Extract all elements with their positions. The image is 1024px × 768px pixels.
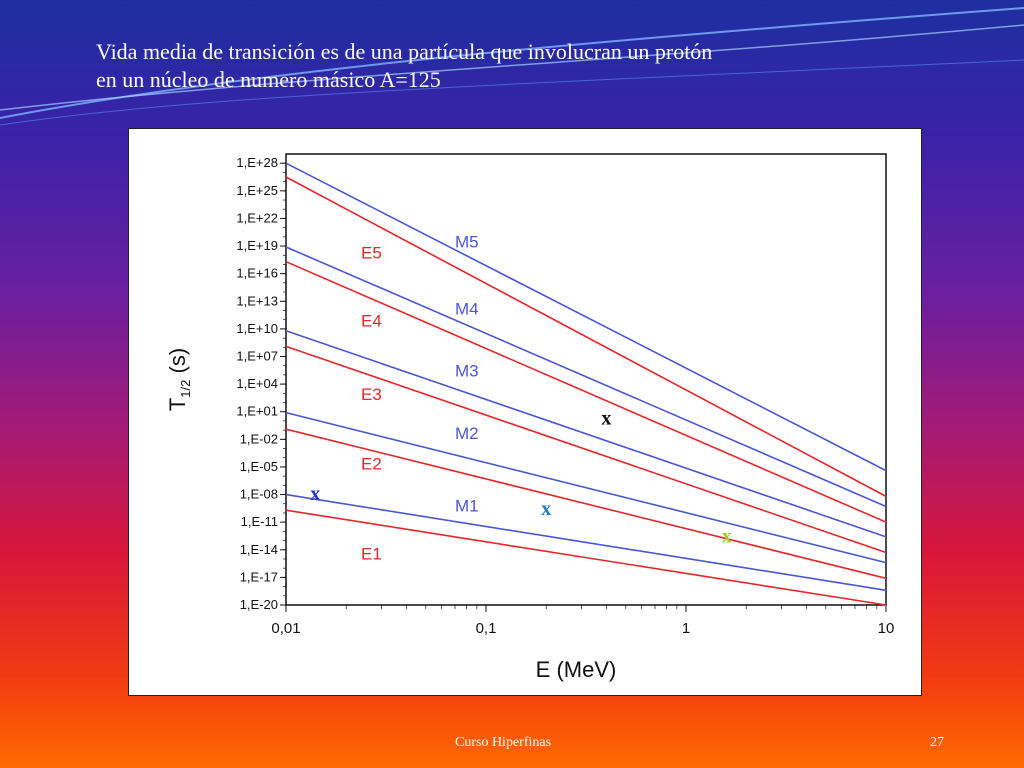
series-line-M1 xyxy=(285,493,887,592)
y-tick-label-9: 1,E+01 xyxy=(236,404,278,419)
x-tick-label-2: 1 xyxy=(682,620,690,637)
series-label-E2: E2 xyxy=(361,454,382,473)
y-tick-label-10: 1,E-02 xyxy=(240,431,278,446)
y-tick-label-5: 1,E+13 xyxy=(236,293,278,308)
x-tick-label-1: 0,1 xyxy=(476,620,497,637)
y-tick-label-0: 1,E+28 xyxy=(236,155,278,170)
x-tick-label-3: 10 xyxy=(878,620,895,637)
series-line-E5 xyxy=(285,176,887,498)
series-label-M2: M2 xyxy=(455,424,479,443)
header-swoosh xyxy=(0,7,1024,126)
x-axis-label: E (MeV) xyxy=(536,657,617,682)
series-label-E1: E1 xyxy=(361,544,382,563)
plot-area xyxy=(285,153,887,606)
y-tick-label-12: 1,E-08 xyxy=(240,487,278,502)
series-line-M3 xyxy=(285,329,887,538)
y-tick-label-16: 1,E-20 xyxy=(240,597,278,612)
series-line-M5 xyxy=(285,162,887,472)
y-tick-label-3: 1,E+19 xyxy=(236,238,278,253)
series-line-E1 xyxy=(285,509,887,606)
series-label-E4: E4 xyxy=(361,312,382,331)
annotation-marker-1: x xyxy=(541,498,551,520)
y-tick-label-8: 1,E+04 xyxy=(236,376,278,391)
title-line-1: Vida media de transición es de una partí… xyxy=(96,39,713,64)
y-tick-label-15: 1,E-17 xyxy=(240,569,278,584)
half-life-chart: 1,E+28 1,E+25 1,E+22 1,E+19 1,E+16 1,E+13 1,E+… xyxy=(165,153,895,682)
series-label-E5: E5 xyxy=(361,243,382,262)
y-tick-label-11: 1,E-05 xyxy=(240,459,278,474)
footer-course-name: Curso Hiperfinas xyxy=(455,735,552,750)
annotation-marker-0: x xyxy=(310,483,320,505)
y-tick-label-14: 1,E-14 xyxy=(240,542,278,557)
series-line-M4 xyxy=(285,246,887,508)
series-line-M2 xyxy=(285,411,887,564)
series-label-M3: M3 xyxy=(455,361,479,380)
y-tick-label-1: 1,E+25 xyxy=(236,183,278,198)
annotation-marker-3: x xyxy=(722,525,732,547)
y-tick-label-6: 1,E+10 xyxy=(236,321,278,336)
slide-page-number: 27 xyxy=(930,735,944,750)
series-line-E3 xyxy=(285,345,887,554)
series-line-E4 xyxy=(285,260,887,523)
series-label-M4: M4 xyxy=(455,300,479,319)
y-tick-label-2: 1,E+22 xyxy=(236,210,278,225)
slide-title: Vida media de transición es de una partí… xyxy=(96,38,976,94)
series-label-M5: M5 xyxy=(455,232,479,251)
y-tick-label-7: 1,E+07 xyxy=(236,348,278,363)
title-line-2: en un núcleo de numero másico A=125 xyxy=(96,67,441,92)
y-axis-label: T1/2 (s) xyxy=(165,348,193,411)
chart-frame: 1,E+28 1,E+25 1,E+22 1,E+19 1,E+16 1,E+13 1,E+… xyxy=(128,128,922,696)
y-axis-label-group: T1/2 (s) xyxy=(165,348,193,411)
series-label-M1: M1 xyxy=(455,497,479,516)
series-line-E2 xyxy=(285,428,887,580)
series-label-E3: E3 xyxy=(361,385,382,404)
annotation-marker-2: x xyxy=(601,408,611,430)
y-tick-label-4: 1,E+16 xyxy=(236,266,278,281)
x-tick-label-0: 0,01 xyxy=(271,620,300,637)
y-tick-label-13: 1,E-11 xyxy=(241,514,278,529)
